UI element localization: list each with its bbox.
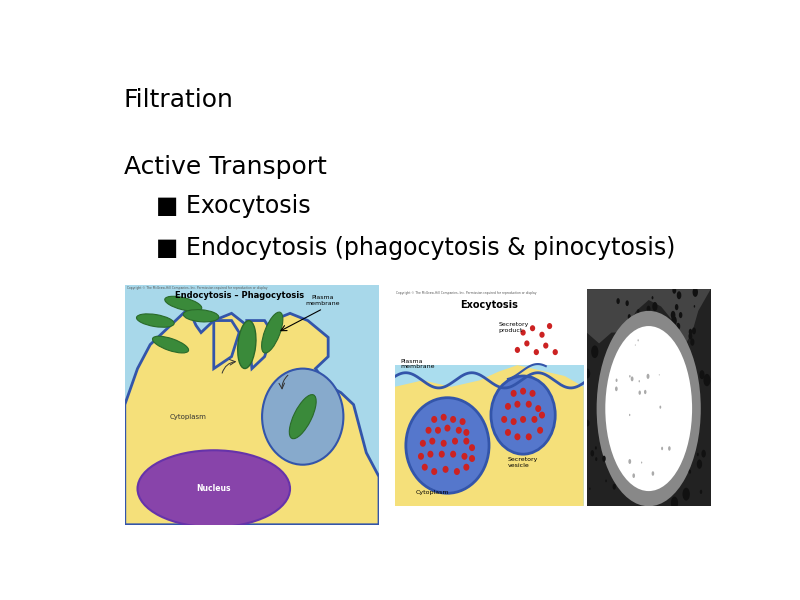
- Text: ■ Exocytosis: ■ Exocytosis: [156, 194, 310, 218]
- Text: ■ Endocytosis (phagocytosis & pinocytosis): ■ Endocytosis (phagocytosis & pinocytosi…: [156, 236, 675, 260]
- Text: Active Transport: Active Transport: [123, 155, 326, 179]
- Text: Filtration: Filtration: [123, 88, 234, 112]
